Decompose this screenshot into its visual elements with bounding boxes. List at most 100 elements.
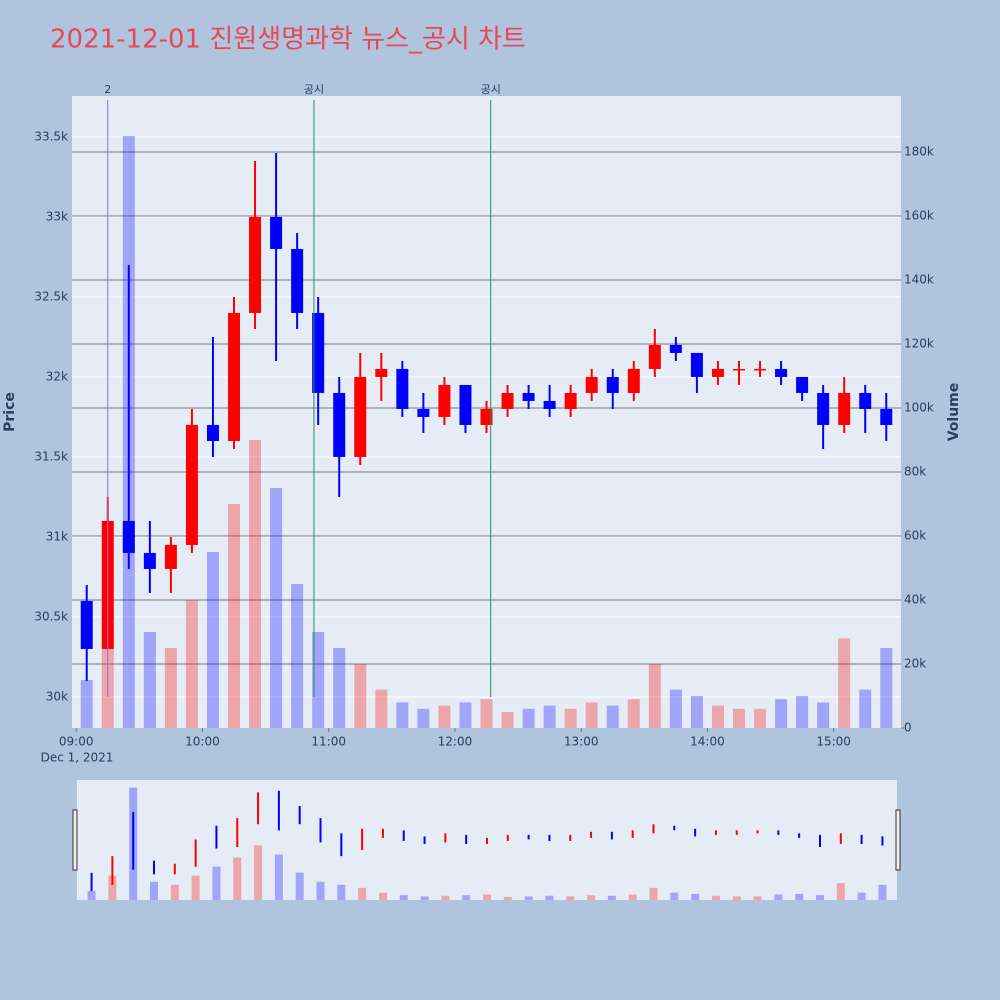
candle-body	[775, 368, 788, 377]
slider-volume-bar	[545, 895, 554, 900]
slider-volume-bar	[462, 895, 471, 900]
slider-volume-bar	[254, 845, 263, 900]
volume-bar	[438, 705, 451, 728]
candle-body	[859, 392, 872, 409]
volume-bar	[775, 699, 788, 728]
candle-body	[312, 312, 325, 393]
slider-volume-bar	[628, 894, 637, 900]
slider-volume-bar	[150, 881, 159, 900]
candle-body	[880, 408, 893, 425]
slider-volume-bar	[649, 887, 658, 900]
volume-bar	[543, 705, 556, 728]
y-tick-label: 33.5k	[34, 129, 68, 143]
y2-tick-label: 60k	[904, 529, 926, 543]
y2-tick-label: 40k	[904, 593, 926, 607]
volume-bar	[249, 440, 262, 728]
slider-volume-bar	[337, 884, 346, 900]
slider-handle[interactable]	[895, 809, 901, 871]
candle-body	[438, 384, 451, 417]
y2-tick-label: 120k	[904, 337, 934, 351]
candle-body	[690, 352, 703, 377]
slider-volume-bar	[878, 884, 887, 900]
slider-volume-bar	[378, 892, 387, 900]
slider-volume-bar	[295, 872, 304, 900]
candle-body	[522, 392, 535, 401]
volume-bar	[690, 696, 703, 728]
y2-tick-label: 100k	[904, 401, 934, 415]
slider-volume-bar	[87, 890, 96, 900]
slider-volume-bar	[691, 893, 700, 900]
y-axis-title: Price	[2, 392, 18, 432]
volume-bar	[417, 708, 430, 728]
volume-bar	[817, 702, 830, 728]
volume-bar	[80, 680, 93, 728]
slider-volume-bar	[212, 866, 221, 900]
volume-bar	[185, 600, 198, 728]
y-tick-label: 32k	[46, 369, 68, 383]
candle-body	[606, 376, 619, 393]
volume-bar	[522, 708, 535, 728]
y-tick-label: 30k	[46, 689, 68, 703]
candle-body	[838, 392, 851, 425]
x-tick-label: 11:00	[311, 735, 346, 749]
candle-body	[817, 392, 830, 425]
volume-bar	[501, 712, 514, 728]
candle-body	[459, 384, 472, 425]
volume-bar	[312, 632, 325, 728]
slider-handle[interactable]	[72, 809, 78, 871]
candle-body	[354, 376, 367, 457]
slider-volume-bar	[732, 896, 741, 900]
y2-tick-label: 20k	[904, 657, 926, 671]
y2-tick-label: 0	[904, 721, 912, 735]
slider-volume-bar	[233, 857, 242, 900]
volume-bar	[711, 705, 724, 728]
candle-body	[185, 424, 198, 545]
candle-body	[228, 312, 241, 441]
volume-bar	[732, 708, 745, 728]
volume-bar	[754, 708, 767, 728]
y-tick-label: 31k	[46, 529, 68, 543]
volume-bar	[859, 689, 872, 728]
volume-bar	[648, 664, 661, 728]
candle-body	[270, 216, 283, 249]
volume-bar	[228, 504, 241, 728]
slider-volume-bar	[711, 895, 720, 900]
candle-body	[249, 216, 262, 313]
slider-volume-bar	[503, 896, 512, 900]
candle-body	[206, 424, 219, 441]
volume-bar	[270, 488, 283, 728]
candle-body	[627, 368, 640, 393]
x-tick-label: 09:00	[59, 735, 94, 749]
y2-tick-label: 80k	[904, 465, 926, 479]
slider-volume-bar	[420, 896, 429, 900]
volume-bar	[375, 689, 388, 728]
chart-title: 2021-12-01 진원생명과학 뉴스_공시 차트	[50, 25, 526, 55]
y2-tick-label: 160k	[904, 209, 934, 223]
candle-body	[564, 392, 577, 409]
volume-bar	[291, 584, 304, 728]
y2-tick-label: 180k	[904, 145, 934, 159]
volume-bar	[396, 702, 409, 728]
x-date-label: Dec 1, 2021	[41, 751, 114, 765]
volume-bar	[585, 702, 598, 728]
candle-body	[333, 392, 346, 457]
volume-bar	[606, 705, 619, 728]
candle-body	[669, 344, 682, 353]
volume-bar	[838, 638, 851, 728]
volume-bar	[880, 648, 893, 728]
candle-body	[122, 520, 135, 553]
candle-body	[732, 368, 745, 371]
volume-bar	[627, 699, 640, 728]
slider-volume-bar	[566, 896, 575, 900]
slider-volume-bar	[670, 892, 679, 900]
slider-volume-bar	[108, 875, 117, 900]
candle-body	[291, 248, 304, 313]
candle-body	[417, 408, 430, 417]
candle-body	[164, 544, 177, 569]
volume-bar	[564, 708, 577, 728]
slider-volume-bar	[191, 875, 200, 900]
slider-volume-bar	[607, 895, 616, 900]
slider-volume-bar	[857, 892, 866, 900]
candle-body	[754, 368, 767, 371]
